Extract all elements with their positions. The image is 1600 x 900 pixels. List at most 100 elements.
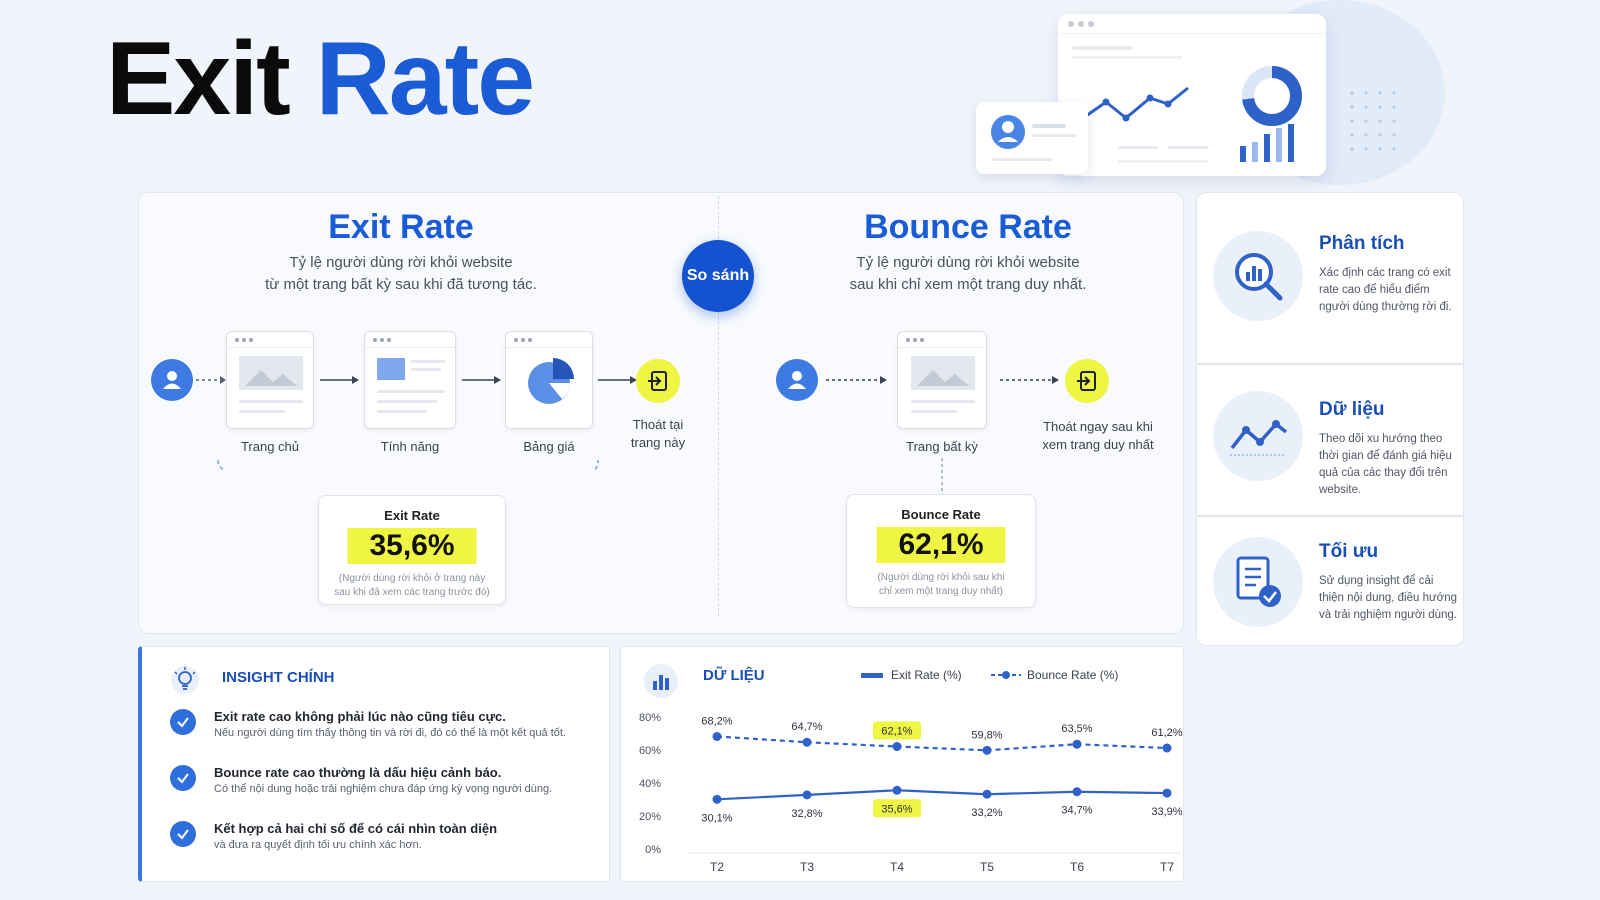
result-value: 35,6% xyxy=(347,528,477,564)
panel-divider xyxy=(718,196,719,616)
insight-title: INSIGHT CHÍNH xyxy=(222,669,335,686)
side-card-text: Theo dõi xu hướng theo thời gian để đánh… xyxy=(1319,433,1452,496)
data-point xyxy=(1072,739,1082,749)
page-label: Bảng giá xyxy=(523,439,575,454)
x-tick-label: T4 xyxy=(890,860,904,874)
profile-card-illustration xyxy=(976,102,1088,174)
note-line: (Người dùng rời khỏi ở trang này xyxy=(338,573,486,584)
data-label: 59,8% xyxy=(971,729,1002,741)
insight-item-sub: và đưa ra quyết định tối ưu chính xác hơ… xyxy=(214,839,422,851)
side-card-optimize: Tối ưu Sử dụng insight để cải thiện nội … xyxy=(1196,516,1464,646)
exit-door-icon xyxy=(636,359,680,403)
check-icon xyxy=(170,765,196,791)
exit-rate-result-card: Exit Rate 35,6% (Người dùng rời khỏi ở t… xyxy=(318,495,506,605)
legend-swatch-exit xyxy=(861,673,883,678)
side-card-title: Dữ liệu xyxy=(1319,399,1385,420)
bar-chart-icon xyxy=(644,664,678,698)
check-icon xyxy=(170,821,196,847)
bounce-flow-arrows xyxy=(826,376,1059,492)
trend-line-icon xyxy=(1213,391,1303,481)
side-card-data: Dữ liệu Theo dõi xu hướng theo thời gian… xyxy=(1196,364,1464,516)
data-label: 32,8% xyxy=(791,808,822,820)
insight-card: INSIGHT CHÍNH Exit rate cao không phải l… xyxy=(138,646,610,882)
page-card-home xyxy=(226,331,314,429)
page-label: Tính năng xyxy=(380,439,440,454)
data-label: 64,7% xyxy=(791,721,822,733)
data-label: 34,7% xyxy=(1061,805,1092,817)
result-value: 62,1% xyxy=(876,527,1006,563)
side-card-title: Tối ưu xyxy=(1319,541,1379,562)
image-placeholder-icon xyxy=(239,356,303,390)
exit-rate-heading: Exit Rate xyxy=(328,208,474,246)
line-chart: 0% 20% 40% 60% 80% T2 T3 T4 T5 T6 T7 30,1% 32,8% 35,6… xyxy=(639,712,1183,874)
result-title: Bounce Rate xyxy=(901,507,981,522)
exit-flow-arrows xyxy=(196,376,637,470)
legend-marker-bounce xyxy=(1002,671,1010,679)
side-card-title: Phân tích xyxy=(1319,233,1405,254)
page-card-features xyxy=(364,331,456,429)
exit-door-icon xyxy=(1065,359,1109,403)
page-card-pricing xyxy=(505,331,593,429)
data-point xyxy=(712,794,722,804)
x-tick-label: T5 xyxy=(980,860,994,874)
data-label: 61,2% xyxy=(1151,727,1182,739)
chart-card: DỮ LIỆU Exit Rate (%) Bounce Rate (%) 0%… xyxy=(620,646,1184,882)
side-card-text: Xác định các trang có exit rate cao để h… xyxy=(1319,267,1452,313)
data-label: 30,1% xyxy=(701,812,732,824)
user-icon xyxy=(776,359,818,401)
page-label: Trang chủ xyxy=(240,439,300,454)
page-label: Trang bất kỳ xyxy=(906,439,978,454)
x-tick-label: T2 xyxy=(710,860,724,874)
exit-rate-description: Tỷ lệ người dùng rời khỏi website từ một… xyxy=(181,252,621,296)
magnifier-chart-icon xyxy=(1213,231,1303,321)
window-dot-icon xyxy=(1078,21,1084,27)
user-icon xyxy=(151,359,193,401)
window-dot-icon xyxy=(1088,21,1094,27)
legend-label-bounce: Bounce Rate (%) xyxy=(1027,668,1118,682)
exit-here-line: Thoát tại xyxy=(632,417,684,432)
dashboard-illustration xyxy=(1058,14,1326,176)
note-line: (Người dùng rời khỏi sau khi xyxy=(877,572,1005,583)
bounce-rate-result-card: Bounce Rate 62,1% (Người dùng rời khỏi s… xyxy=(846,494,1036,608)
insight-item-title: Exit rate cao không phải lúc nào cũng ti… xyxy=(214,709,506,724)
chart-legend: Exit Rate (%) Bounce Rate (%) xyxy=(861,668,1118,682)
document-check-icon xyxy=(1213,537,1303,627)
note-line: sau khi đã xem các trang trước đó) xyxy=(334,587,490,598)
data-label: 33,9% xyxy=(1151,806,1182,818)
exit-immediately-label: Thoát ngay sau khi xem trang duy nhất xyxy=(1030,418,1166,454)
image-placeholder-icon xyxy=(911,356,975,390)
mini-charts-icon xyxy=(1072,46,1302,163)
exit-desc-line: từ một trang bất kỳ sau khi đã tương tác… xyxy=(265,276,537,293)
page-card-any xyxy=(897,331,987,429)
bounce-desc-line: Tỷ lệ người dùng rời khỏi website xyxy=(856,254,1080,271)
data-label-highlight xyxy=(873,721,921,740)
y-tick-label: 60% xyxy=(639,745,661,757)
data-label: 62,1% xyxy=(881,726,912,738)
y-tick-label: 0% xyxy=(645,844,661,856)
bounce-rate-heading: Bounce Rate xyxy=(864,208,1072,246)
feature-block-icon xyxy=(377,358,405,380)
insight-item-sub: Có thể nội dung hoặc trải nghiệm chưa đá… xyxy=(214,783,553,795)
insight-item-title: Bounce rate cao thường là dấu hiệu cảnh … xyxy=(214,765,502,780)
pie-chart-icon xyxy=(528,358,574,404)
exit-desc-line: Tỷ lệ người dùng rời khỏi website xyxy=(289,254,513,271)
y-tick-label: 20% xyxy=(639,811,661,823)
result-note: (Người dùng rời khỏi ở trang này sau khi… xyxy=(319,572,505,600)
bounce-rate-description: Tỷ lệ người dùng rời khỏi website sau kh… xyxy=(748,252,1188,296)
series-line-bounce xyxy=(716,735,1168,752)
compare-badge: So sánh xyxy=(682,240,754,312)
data-point xyxy=(712,731,722,741)
exit-immediately-line: xem trang duy nhất xyxy=(1042,437,1154,452)
data-label-highlight xyxy=(873,799,921,818)
note-line: chỉ xem một trang duy nhất) xyxy=(879,586,1003,597)
exit-here-line: trang này xyxy=(630,435,686,450)
y-tick-label: 40% xyxy=(639,778,661,790)
title-word-rate: Rate xyxy=(315,21,535,137)
window-dot-icon xyxy=(1068,21,1074,27)
series-line-exit xyxy=(716,789,1168,801)
data-point xyxy=(1162,743,1172,753)
data-point xyxy=(892,742,902,752)
data-point xyxy=(1162,788,1172,798)
y-tick-label: 80% xyxy=(639,712,661,724)
user-avatar-icon xyxy=(991,115,1076,161)
